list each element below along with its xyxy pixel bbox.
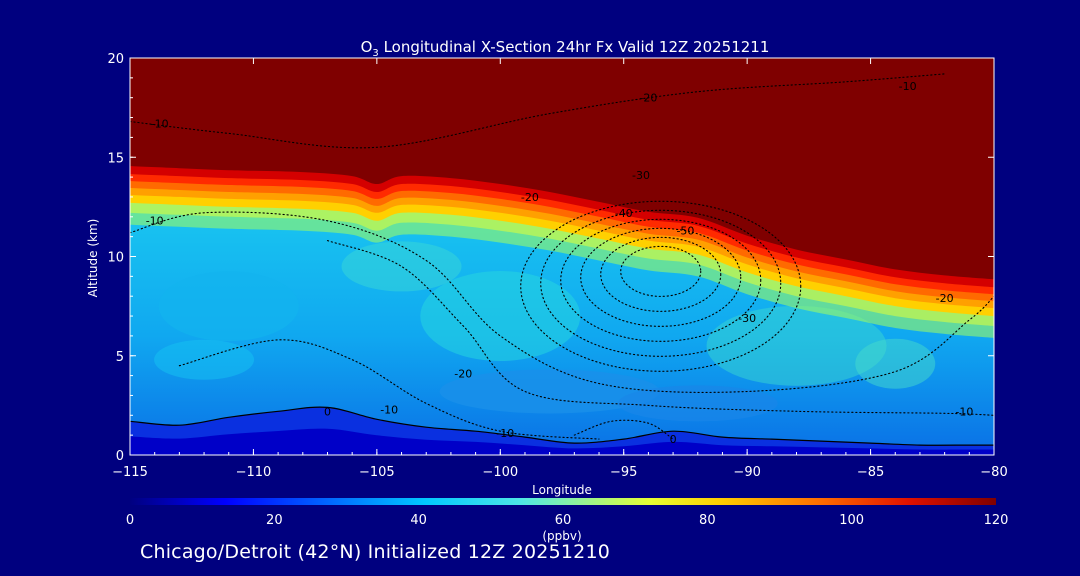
- difference-contour: [130, 73, 946, 149]
- concentration-patch: [706, 305, 887, 386]
- contour-label: -30: [632, 169, 650, 182]
- difference-contour: [178, 339, 600, 440]
- difference-contour: [520, 200, 802, 372]
- x-axis: −115 −110 −105 −100 −95 −90 −85 −80: [112, 58, 1008, 480]
- contour-label: -20: [454, 368, 472, 381]
- colorbar-tick-label: 80: [699, 513, 716, 528]
- difference-contour: [620, 245, 702, 297]
- x-tick-label: −110: [236, 465, 272, 480]
- colorbar-tick-label: 20: [266, 513, 283, 528]
- colorbar-ticks: 0 20 40 60 80 100 120: [126, 513, 1009, 528]
- zero-contour: [130, 406, 994, 446]
- difference-contour: [600, 236, 722, 312]
- concentration-patch: [855, 338, 936, 389]
- difference-contour: [130, 211, 994, 393]
- x-tick-label: −100: [482, 465, 518, 480]
- y-tick-label: 0: [116, 449, 124, 464]
- contour-label: 0: [670, 433, 677, 446]
- contour-label: -20: [639, 92, 657, 105]
- difference-contour: [326, 240, 994, 416]
- plot-area: -10 -10 -20 -10 -30 -20 -40 -50 -30 -20 -20 -10 -10 -…: [130, 58, 994, 455]
- x-axis-label: Longitude: [532, 483, 592, 497]
- x-tick-label: −85: [857, 465, 884, 480]
- contour-label: -20: [521, 191, 539, 204]
- contour-label: -10: [146, 215, 164, 228]
- footer-caption: Chicago/Detroit (42°N) Initialized 12Z 2…: [140, 541, 611, 563]
- concentration-patch: [154, 339, 255, 380]
- x-tick-label: −115: [112, 465, 148, 480]
- x-tick-label: −80: [980, 465, 1007, 480]
- concentration-patch: [420, 271, 581, 362]
- contour-label: -40: [615, 207, 633, 220]
- contour-label: -20: [936, 292, 954, 305]
- contour-label: -10: [380, 403, 398, 416]
- colorbar: [130, 498, 996, 505]
- x-tick-label: −90: [733, 465, 760, 480]
- x-tick-label: −95: [610, 465, 637, 480]
- boundary-layer-core: [130, 428, 994, 455]
- concentration-patch: [439, 369, 660, 414]
- contour-label: 0: [324, 405, 331, 418]
- colorbar-tick-label: 40: [410, 513, 427, 528]
- chart-title: O3 Longitudinal X-Section 24hr Fx Valid …: [361, 38, 770, 59]
- colorbar-tick-label: 0: [126, 513, 134, 528]
- contour-label: -10: [955, 405, 973, 418]
- concentration-patch: [158, 271, 299, 342]
- y-axis-label: Altitude (km): [86, 219, 100, 298]
- colorbar-tick-label: 60: [555, 513, 572, 528]
- contour-label: -50: [676, 225, 694, 238]
- y-tick-label: 10: [107, 251, 124, 266]
- difference-contour: [540, 209, 782, 357]
- colorbar-tick-label: 100: [839, 513, 864, 528]
- ozone-band: [130, 58, 994, 280]
- y-axis: 0 5 10 15 20: [107, 52, 994, 464]
- difference-contour: [573, 419, 674, 440]
- contour-label: -10: [496, 427, 514, 440]
- contour-label: -10: [151, 117, 169, 130]
- concentration-patch: [341, 241, 462, 292]
- contour-label: -10: [899, 80, 917, 93]
- difference-contour: [560, 218, 762, 342]
- y-tick-label: 20: [107, 52, 124, 67]
- concentration-patch: [617, 385, 778, 422]
- colorbar-units: (ppbv): [542, 529, 581, 543]
- contour-label: -30: [738, 312, 756, 325]
- y-tick-label: 5: [116, 350, 124, 365]
- x-tick-label: −105: [359, 465, 395, 480]
- colorbar-tick-label: 120: [984, 513, 1009, 528]
- y-tick-label: 15: [107, 151, 124, 166]
- difference-contour: [580, 227, 742, 327]
